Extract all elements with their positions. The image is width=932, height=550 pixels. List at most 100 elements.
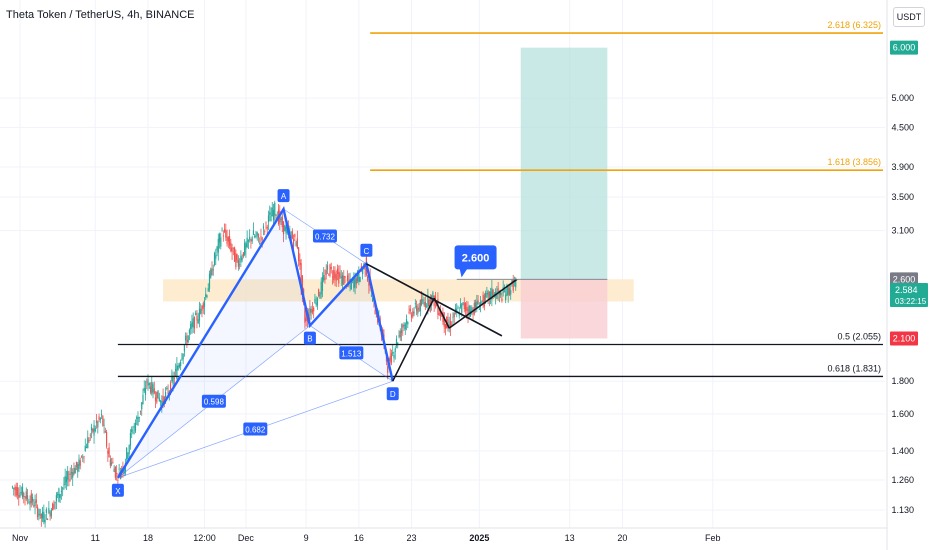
candle-body xyxy=(231,247,233,253)
candle-body xyxy=(353,279,355,289)
candle-body xyxy=(304,306,306,323)
candle-body xyxy=(429,298,431,306)
candle-body xyxy=(103,424,105,426)
candle-body xyxy=(35,499,37,503)
candle-body xyxy=(492,289,494,296)
candle-body xyxy=(241,257,243,261)
candle-body xyxy=(225,230,227,238)
ratio-label: 0.682 xyxy=(245,426,266,435)
currency-selector[interactable]: USDT xyxy=(893,7,925,27)
candle-body xyxy=(452,317,454,318)
candle-body xyxy=(18,494,20,498)
candle-body xyxy=(490,291,492,298)
candle-body xyxy=(374,309,376,315)
candle-body xyxy=(270,215,272,222)
candle-body xyxy=(370,295,372,297)
candle-body xyxy=(16,487,19,496)
price-callout-text: 2.600 xyxy=(462,252,490,264)
candle-body xyxy=(398,335,400,337)
candle-body xyxy=(325,269,327,275)
candle-body xyxy=(92,428,94,432)
candle-body xyxy=(395,338,398,347)
candle-body xyxy=(471,307,473,311)
candle-body xyxy=(393,354,395,359)
candle-body xyxy=(463,302,465,310)
candle-body xyxy=(153,388,155,394)
candle-body xyxy=(161,401,163,407)
candle-body xyxy=(202,303,204,309)
candle-body xyxy=(164,391,167,398)
candle-body xyxy=(183,345,186,352)
candle-body xyxy=(449,321,452,328)
time-tick-label: 12:00 xyxy=(193,533,216,543)
candle-body xyxy=(55,494,57,502)
pattern-point-label: X xyxy=(115,487,121,496)
candle-body xyxy=(280,218,282,220)
candle-body xyxy=(49,512,51,517)
candle-body xyxy=(188,329,191,334)
trend-line xyxy=(448,278,518,329)
candle-body xyxy=(496,293,498,300)
candle-body xyxy=(315,303,317,305)
candle-body xyxy=(368,280,370,286)
candle-body xyxy=(255,235,257,237)
candle-body xyxy=(118,468,120,470)
candle-body xyxy=(334,272,336,279)
candle-body xyxy=(97,421,99,428)
fib-level-label: 2.618 (6.325) xyxy=(827,20,881,30)
candle-body xyxy=(77,463,79,472)
candle-body xyxy=(515,279,517,288)
candle-body xyxy=(20,492,22,494)
candle-body xyxy=(78,459,80,469)
candle-body xyxy=(211,268,213,276)
grid xyxy=(0,0,885,528)
candle-body xyxy=(98,416,100,420)
candle-body xyxy=(84,445,86,451)
candle-body xyxy=(244,242,246,255)
candle-body xyxy=(239,264,241,266)
candle-body xyxy=(483,295,485,307)
candle-body xyxy=(508,288,511,295)
pattern-point-label: D xyxy=(390,390,396,399)
candle-body xyxy=(52,503,54,511)
candle-body xyxy=(467,308,469,316)
candle-body xyxy=(350,281,352,290)
candle-body xyxy=(354,275,356,288)
candle-body xyxy=(227,236,229,242)
candle-body xyxy=(131,429,133,432)
candle-body xyxy=(192,318,194,328)
candle-body xyxy=(104,431,106,433)
candle-body xyxy=(394,348,396,352)
candle-body xyxy=(265,222,267,224)
candle-body xyxy=(180,361,182,367)
candle-body xyxy=(262,226,265,229)
candle-body xyxy=(403,325,405,326)
candle-body xyxy=(323,275,325,281)
candle-body xyxy=(240,255,242,263)
candle-body xyxy=(54,501,56,504)
candle-body xyxy=(275,215,277,216)
candle-body xyxy=(282,221,285,235)
candle-body xyxy=(468,306,470,314)
candle-body xyxy=(355,278,357,284)
time-tick-label: 11 xyxy=(91,533,100,543)
candle-body xyxy=(362,269,364,275)
target-zone xyxy=(520,47,608,280)
candle-body xyxy=(88,440,90,442)
candle-body xyxy=(309,307,311,316)
ratio-label-box xyxy=(201,394,226,408)
entry-price-tag-bg xyxy=(890,272,918,287)
candle-body xyxy=(487,290,489,297)
price-tick-label: 1.260 xyxy=(891,475,914,485)
candle-body xyxy=(11,486,14,488)
candle-body xyxy=(324,277,326,280)
stop-zone xyxy=(520,279,608,339)
candle-body xyxy=(328,274,330,276)
candle-body xyxy=(417,308,419,314)
candle-body xyxy=(105,431,108,447)
candle-body xyxy=(102,415,104,426)
candle-body xyxy=(212,269,214,271)
candle-body xyxy=(44,519,46,523)
candle-body xyxy=(330,266,332,270)
